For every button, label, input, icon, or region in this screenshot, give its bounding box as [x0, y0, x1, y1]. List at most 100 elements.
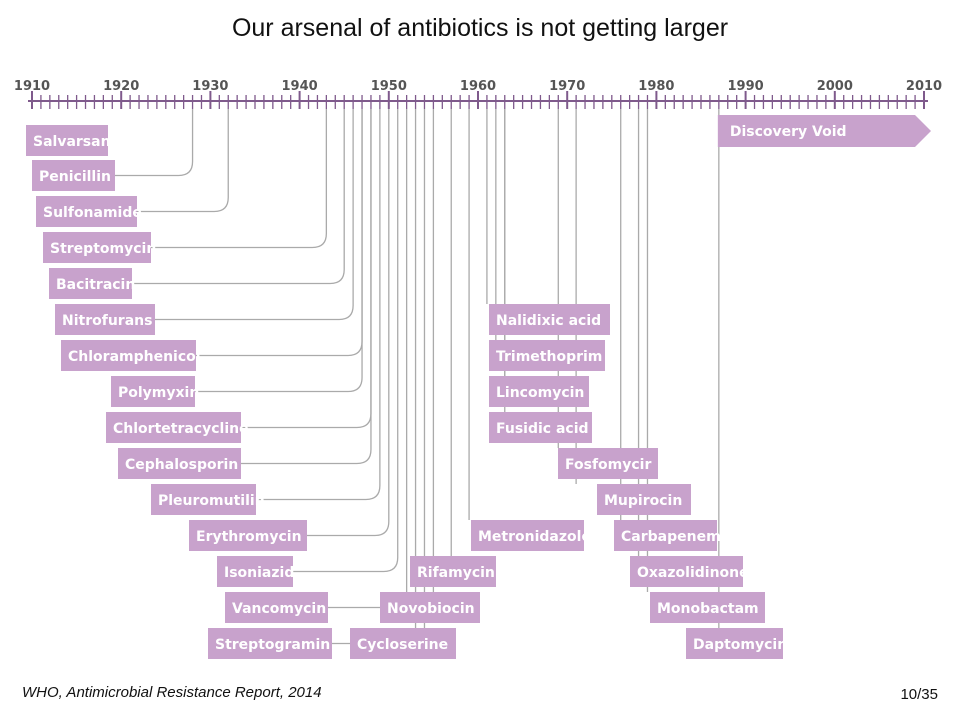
antibiotic-box-bg — [189, 520, 307, 551]
antibiotic-box-bg — [43, 232, 151, 263]
antibiotic-name: Fusidic acid — [496, 421, 589, 437]
antibiotic-name: Sulfonamide — [43, 205, 142, 221]
discovery-void-arrow — [717, 115, 931, 147]
antibiotic-box: Fosfomycir — [558, 448, 658, 479]
antibiotic-name: Nalidixic acid — [496, 313, 601, 329]
antibiotic-name: Chlortetracycline — [113, 421, 249, 437]
antibiotic-boxes: Discovery Void Salvarsan Penicillin Sulfona… — [26, 115, 931, 659]
antibiotic-name: Streptomycin — [50, 241, 156, 257]
antibiotic-box: Oxazolidinone — [630, 556, 749, 587]
antibiotic-box-bg — [489, 304, 610, 335]
year-label: 1930 — [192, 79, 228, 94]
antibiotic-box-bg — [489, 340, 605, 371]
antibiotic-box-bg — [597, 484, 691, 515]
antibiotic-box: Streptomycin — [43, 232, 156, 263]
discovery-void-label: Discovery Void — [730, 124, 847, 140]
antibiotic-name: Novobiocin — [387, 601, 475, 617]
year-label: 2010 — [906, 79, 942, 94]
antibiotic-box: Metronidazole — [471, 520, 591, 551]
antibiotic-box: Monobactam — [650, 592, 765, 623]
connector-line — [241, 109, 372, 465]
antibiotic-box: Salvarsan — [26, 125, 111, 156]
antibiotic-name: Penicillin — [39, 169, 111, 185]
page-number: 10/35 — [900, 686, 938, 703]
antibiotic-box-bg — [49, 268, 132, 299]
antibiotic-name: Polymyxin — [118, 385, 199, 401]
antibiotic-box: Nalidixic acid — [489, 304, 610, 335]
antibiotic-box: Polymyxin — [111, 376, 199, 407]
antibiotic-box: Mupirocin — [597, 484, 691, 515]
year-label: 1910 — [14, 79, 50, 94]
antibiotic-box: Fusidic acid — [489, 412, 592, 443]
antibiotic-box-bg — [32, 160, 115, 191]
antibiotic-box-bg — [36, 196, 137, 227]
antibiotic-name: Cephalosporin — [125, 457, 238, 473]
connectors — [115, 109, 720, 645]
antibiotic-name: Monobactam — [657, 601, 759, 617]
timeline-axis: 1910 1920 1930 1940 1950 1960 1970 1980 1990 2000… — [14, 79, 942, 109]
antibiotic-box: Novobiocin — [380, 592, 480, 623]
antibiotic-box-bg — [151, 484, 256, 515]
antibiotic-timeline: 1910 1920 1930 1940 1950 1960 1970 1980 1990 2000… — [14, 79, 942, 659]
antibiotic-box-bg — [217, 556, 293, 587]
connector-line — [151, 109, 328, 249]
antibiotic-box-bg — [489, 412, 592, 443]
antibiotic-box-bg — [225, 592, 328, 623]
antibiotic-name: Cycloserine — [357, 637, 448, 653]
year-label: 2000 — [817, 79, 853, 94]
antibiotic-box: Cycloserine — [350, 628, 456, 659]
connector-line — [137, 109, 229, 213]
year-label: 1990 — [728, 79, 764, 94]
connector-line — [256, 109, 381, 501]
antibiotic-box-bg — [471, 520, 584, 551]
antibiotic-box: Trimethoprim — [489, 340, 605, 371]
antibiotic-name: Rifamycin — [417, 565, 495, 581]
antibiotic-box-bg — [614, 520, 717, 551]
antibiotic-box: Penicillin — [32, 160, 115, 191]
antibiotic-box-bg — [650, 592, 765, 623]
antibiotic-name: Daptomycin — [693, 637, 787, 653]
connector-line — [241, 109, 372, 429]
antibiotic-box-bg — [350, 628, 456, 659]
antibiotic-name: Metronidazole — [478, 529, 591, 545]
antibiotic-box: Lincomycin — [489, 376, 589, 407]
connector-line — [132, 109, 345, 285]
antibiotic-box: Nitrofurans — [55, 304, 155, 335]
antibiotic-box: Carbapenem — [614, 520, 721, 551]
antibiotic-box: Rifamycin — [410, 556, 496, 587]
antibiotic-box: Isoniazid — [217, 556, 294, 587]
connector-line — [115, 109, 194, 177]
antibiotic-name: Pleuromutilin — [158, 493, 265, 509]
antibiotic-box-bg — [106, 412, 241, 443]
antibiotic-box: Erythromycin — [189, 520, 307, 551]
connector-line — [195, 109, 363, 393]
source-citation: WHO, Antimicrobial Resistance Report, 20… — [22, 684, 322, 701]
antibiotic-box: Daptomycin — [686, 628, 787, 659]
antibiotic-name: Fosfomycir — [565, 457, 651, 473]
antibiotic-name: Erythromycin — [196, 529, 302, 545]
antibiotic-box-bg — [558, 448, 658, 479]
antibiotic-box-bg — [111, 376, 195, 407]
antibiotic-box-bg — [61, 340, 196, 371]
antibiotic-box: Sulfonamide — [36, 196, 142, 227]
connector-line — [293, 109, 399, 573]
antibiotic-name: Trimethoprim — [496, 349, 602, 365]
year-label: 1960 — [460, 79, 496, 94]
antibiotic-box-bg — [208, 628, 332, 659]
antibiotic-name: Carbapenem — [621, 529, 721, 545]
year-label: 1950 — [371, 79, 407, 94]
year-label: 1970 — [549, 79, 585, 94]
year-label: 1940 — [282, 79, 318, 94]
antibiotic-box-bg — [118, 448, 241, 479]
antibiotic-box: Streptogramin — [208, 628, 332, 659]
antibiotic-box: Chlortetracycline — [106, 412, 249, 443]
antibiotic-box: Pleuromutilin — [151, 484, 265, 515]
antibiotic-name: Mupirocin — [604, 493, 682, 509]
antibiotic-box-bg — [55, 304, 155, 335]
connector-line — [328, 109, 408, 609]
antibiotic-box: Bacitracin — [49, 268, 135, 299]
antibiotic-name: Nitrofurans — [62, 313, 152, 329]
connector-line — [307, 109, 390, 537]
antibiotic-name: Oxazolidinone — [637, 565, 749, 581]
antibiotic-box-bg — [26, 125, 108, 156]
